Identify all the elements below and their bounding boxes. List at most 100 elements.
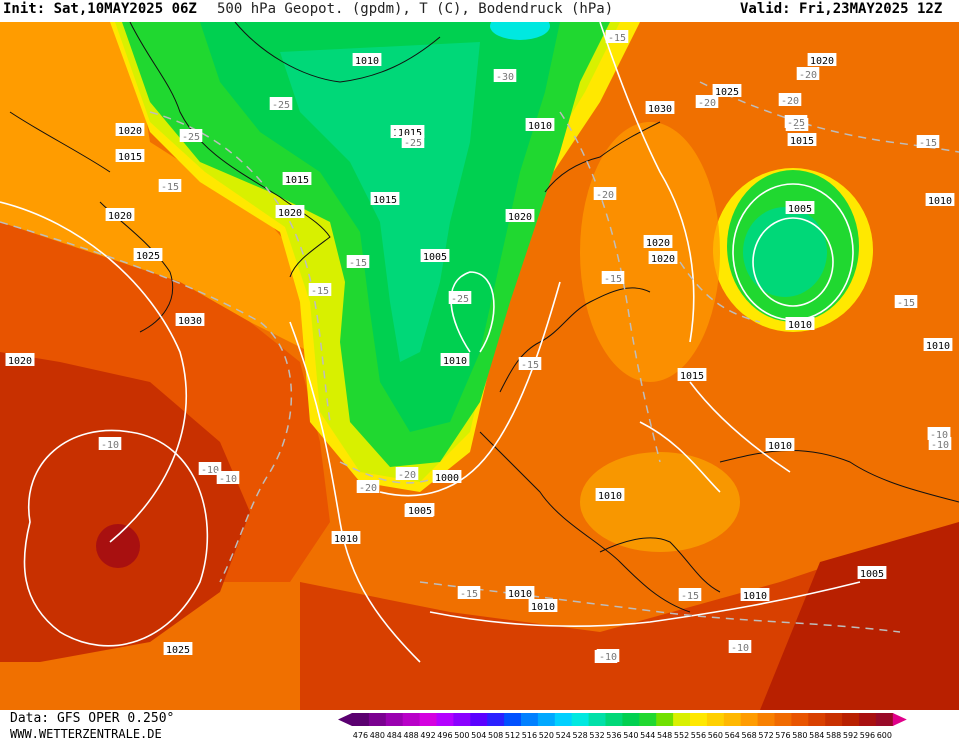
pressure-label: 1005 [788,204,812,215]
temperature-label-box [158,179,182,192]
pressure-label-box [420,249,450,262]
temperature-label-box [356,480,380,493]
legend-tick-label: 516 [522,731,537,740]
legend-swatch [470,713,488,726]
pressure-label-box [275,205,305,218]
site-credit: WWW.WETTERZENTRALE.DE [10,727,162,741]
legend-tick-label: 592 [843,731,858,740]
pressure-label: 1030 [178,316,202,327]
pressure-label: 1010 [528,121,552,132]
temperature-label: -10 [731,643,749,654]
temperature-label: -15 [681,591,699,602]
pressure-label-box [648,251,678,264]
temperature-label: -15 [604,274,622,285]
pressure-label-box [133,248,163,261]
legend-swatch [774,713,792,726]
legend-swatch [352,713,370,726]
temperature-label: -30 [496,72,514,83]
pressure-label: 1010 [743,591,767,602]
map-header: Init: Sat,10MAY2025 06Z 500 hPa Geopot. … [0,0,959,22]
temperature-label: -15 [521,360,539,371]
legend-swatch [875,713,894,726]
legend-tick-label: 580 [792,731,807,740]
pressure-label: 1010 [768,441,792,452]
pressure-label-box [857,566,887,579]
pressure-label-box [352,53,382,66]
temperature-label-box [346,255,370,268]
pressure-label-box [5,353,35,366]
legend-tick-label: 512 [505,731,520,740]
cutoff-low-core [743,207,827,297]
legend-tick-label: 568 [742,731,757,740]
pressure-label-box [432,470,462,483]
field-592-core [96,524,140,568]
field-580-sw [0,352,250,662]
pressure-label: 1030 [648,104,672,115]
legend-tick-label: 508 [488,731,503,740]
pressure-label-box [505,586,535,599]
pressure-label: 1010 [531,602,555,613]
legend-tick-label: 496 [437,731,452,740]
temperature-label: -20 [596,190,614,201]
temperature-label-box [179,129,203,142]
pressure-label-box [643,235,673,248]
legend-swatch [757,713,775,726]
temperature-label: -25 [451,294,469,305]
legend-swatch [706,713,725,726]
temperature-label-box [308,283,332,296]
temperature-label-box [493,69,517,82]
pressure-label-box [765,438,795,451]
legend-tick-label: 560 [708,731,723,740]
temperature-label-box [796,67,820,80]
pressure-label-box [740,588,770,601]
pressure-label: 1025 [166,645,190,656]
temperature-label-box [728,640,752,653]
legend-tick-label: 500 [454,731,469,740]
legend-swatch [571,713,590,726]
temperature-label: -15 [349,258,367,269]
pressure-label-box [175,313,205,326]
legend-swatch [487,713,505,726]
temperature-label: -15 [460,589,478,600]
pressure-label: 1015 [373,195,397,206]
legend-swatch [740,713,759,726]
pressure-label: 1000 [435,473,459,484]
pressure-label-box [785,317,815,330]
legend-tick-label: 536 [606,731,621,740]
temperature-label-box [894,295,918,308]
pressure-label-box [923,338,953,351]
pressure-label-box [645,101,675,114]
pressure-labels: 1010 1020 1015 1020 1015 1020 1025 1030 1020 1010… [5,53,955,656]
legend-tick-label: 584 [809,731,824,740]
pressure-label-box [807,53,837,66]
pressure-label-box [163,642,193,655]
pressure-label-box [440,353,470,366]
temperature-label: -10 [930,430,948,441]
legend-swatch [639,713,657,726]
weather-map: 1010 1020 1015 1020 1015 1020 1025 1030 1020 1010… [0,22,959,710]
temperature-label-box [401,135,425,148]
legend-tick-label: 552 [674,731,689,740]
pressure-label: 1025 [715,87,739,98]
temperature-label: -15 [161,182,179,193]
pressure-label: 1020 [810,56,834,67]
temperature-label: -25 [182,132,200,143]
temperature-label: -20 [359,483,377,494]
pressure-label-box [595,488,625,501]
pressure-label: 1005 [408,506,432,517]
pressure-label: 1015 [398,128,422,139]
temperature-label-box [596,649,620,662]
pressure-label: 1010 [334,534,358,545]
legend-tick-label: 480 [370,731,385,740]
pressure-label: 1010 [928,196,952,207]
pressure-label: 1025 [136,251,160,262]
pressure-label: 1020 [278,208,302,219]
pressure-label: 1020 [651,254,675,265]
temperature-label: -10 [599,652,617,663]
data-source: Data: GFS OPER 0.250° [10,711,175,726]
trough-cyan-top [490,22,550,40]
legend-swatch [554,713,573,726]
temperature-label: -20 [799,70,817,81]
legend-tick-label: 488 [404,731,419,740]
pressure-label-box [395,125,425,138]
